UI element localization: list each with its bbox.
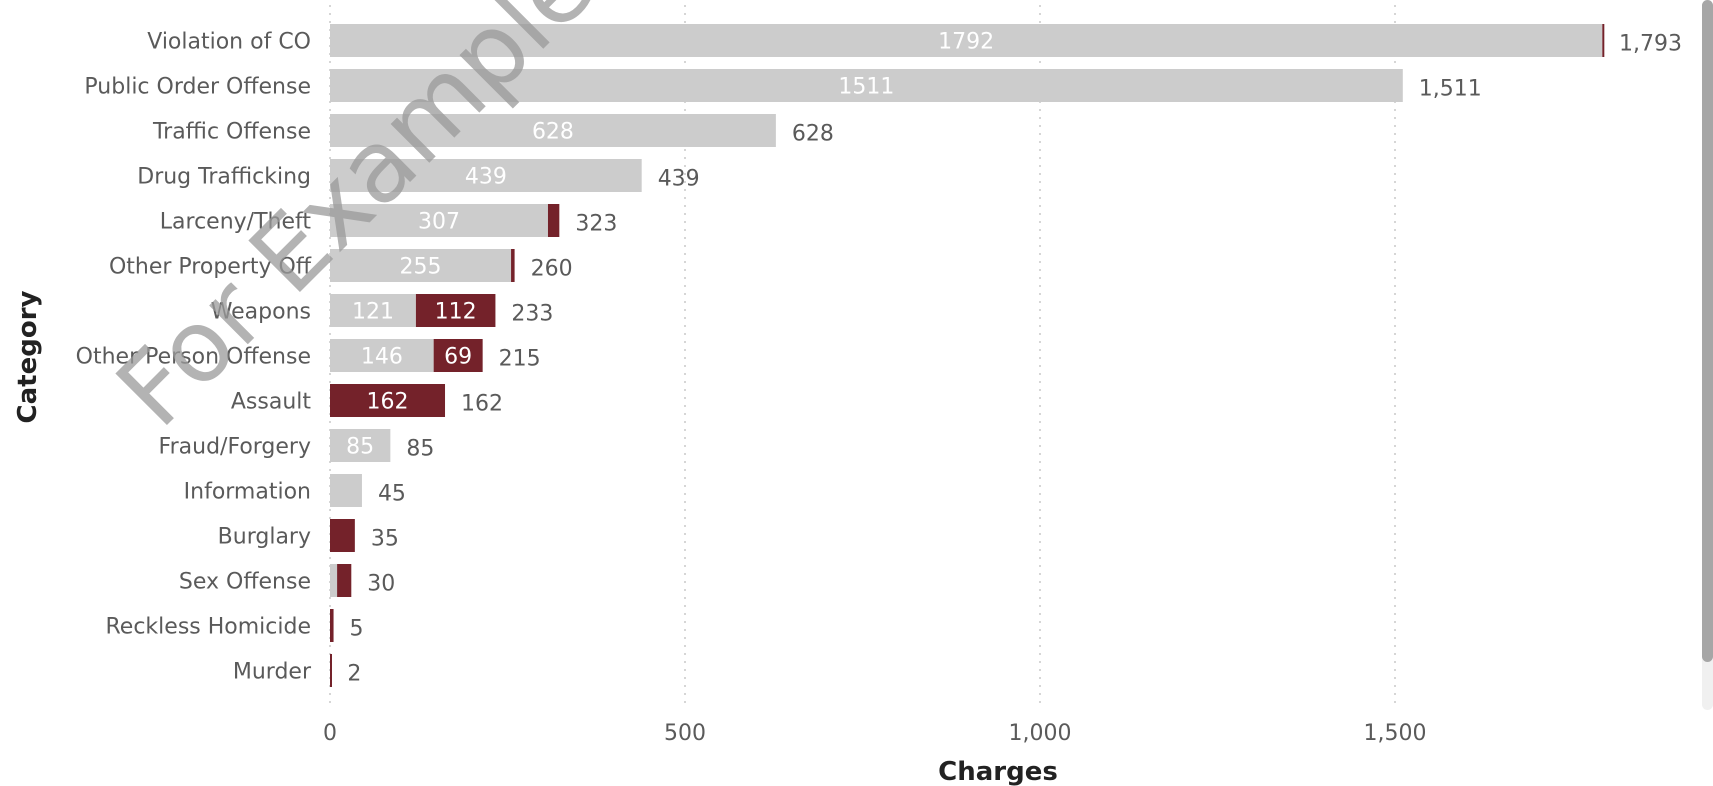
bar-segment[interactable] (330, 204, 548, 237)
total-label: 2 (347, 662, 361, 687)
bar-segment[interactable] (330, 24, 1603, 57)
total-label: 5 (350, 617, 364, 642)
x-tick-label: 0 (323, 721, 337, 746)
bar-segment[interactable] (337, 564, 352, 597)
bar-segment[interactable] (330, 564, 338, 597)
data-label: 1511 (838, 75, 894, 100)
bar-segment[interactable] (547, 204, 560, 237)
data-label: 255 (400, 255, 442, 280)
data-label: 146 (361, 345, 403, 370)
data-label: 162 (367, 390, 409, 415)
category-label: Violation of CO (147, 30, 311, 55)
category-label: Weapons (211, 300, 311, 325)
scrollbar-thumb[interactable] (1702, 0, 1713, 662)
x-tick-label: 1,000 (1009, 721, 1072, 746)
category-label: Public Order Offense (84, 75, 311, 100)
total-label: 162 (461, 392, 503, 417)
bar-segment[interactable] (330, 519, 355, 552)
total-label: 215 (499, 347, 541, 372)
x-axis: 0 500 1,000 1,500 (323, 721, 1426, 746)
total-label: 439 (658, 167, 700, 192)
data-label: 112 (435, 300, 477, 325)
category-label: Larceny/Theft (160, 210, 312, 235)
data-label: 121 (352, 300, 394, 325)
total-label: 85 (406, 437, 434, 462)
bar-segment[interactable] (330, 339, 434, 372)
bar-segment[interactable] (330, 654, 332, 687)
category-label: Other Property Off (109, 255, 312, 280)
x-tick-label: 500 (664, 721, 706, 746)
bar-segment[interactable] (330, 69, 1403, 102)
bar-segment[interactable] (330, 114, 776, 147)
labels-layer: Violation of CO 1792 1,793 Public Order Off… (76, 30, 1682, 687)
category-label: Drug Trafficking (137, 165, 311, 190)
total-label: 35 (371, 527, 399, 552)
bar-segment[interactable] (330, 294, 416, 327)
bar-segment[interactable] (330, 609, 334, 642)
total-label: 323 (575, 212, 617, 237)
bar-segment[interactable] (330, 159, 642, 192)
bar-segment[interactable] (330, 429, 391, 462)
category-label: Murder (233, 660, 312, 685)
category-label: Traffic Offense (152, 120, 311, 145)
bar-segment[interactable] (330, 249, 512, 282)
data-label: 307 (418, 210, 460, 235)
total-label: 45 (378, 482, 406, 507)
data-label: 69 (444, 345, 472, 370)
bar-segment[interactable] (1602, 24, 1605, 57)
total-label: 628 (792, 122, 834, 147)
data-label: 85 (346, 435, 374, 460)
bars-layer (330, 24, 1605, 687)
data-label: 439 (465, 165, 507, 190)
y-axis-title: Category (13, 290, 43, 423)
category-label: Other Person Offense (76, 345, 311, 370)
category-label: Burglary (218, 525, 311, 550)
bar-segment[interactable] (511, 249, 515, 282)
bar-segment[interactable] (433, 339, 483, 372)
bar-segment[interactable] (330, 384, 446, 417)
x-tick-label: 1,500 (1364, 721, 1427, 746)
category-label: Assault (231, 390, 312, 415)
total-label: 260 (531, 257, 573, 282)
data-label: 1792 (938, 30, 994, 55)
category-label: Fraud/Forgery (159, 435, 311, 460)
data-label: 628 (532, 120, 574, 145)
category-label: Reckless Homicide (106, 615, 312, 640)
bar-segment[interactable] (415, 294, 496, 327)
category-label: Information (184, 480, 311, 505)
bar-segment[interactable] (330, 474, 362, 507)
x-axis-title: Charges (938, 757, 1058, 786)
total-label: 30 (367, 572, 395, 597)
total-label: 1,511 (1419, 77, 1482, 102)
total-label: 233 (511, 302, 553, 327)
total-label: 1,793 (1619, 32, 1682, 57)
category-label: Sex Offense (179, 570, 311, 595)
